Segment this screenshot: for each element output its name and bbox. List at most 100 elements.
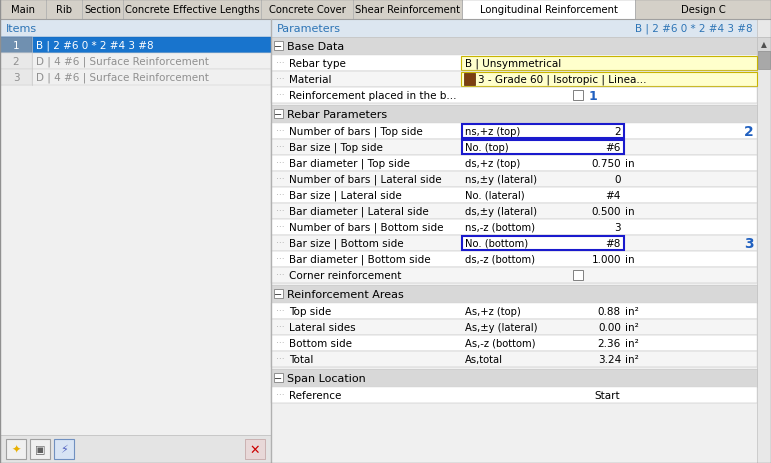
Text: 0: 0 <box>614 175 621 185</box>
Text: 2: 2 <box>12 57 19 67</box>
Text: 3: 3 <box>614 223 621 232</box>
Bar <box>353 0 462 20</box>
Bar <box>271 303 757 319</box>
Bar <box>274 110 283 119</box>
Text: ✕: ✕ <box>250 443 261 456</box>
Bar <box>758 52 770 70</box>
Bar <box>271 20 771 463</box>
Bar <box>271 156 757 172</box>
Text: Bottom side: Bottom side <box>289 338 352 348</box>
Text: Bar diameter | Bottom side: Bar diameter | Bottom side <box>289 254 431 265</box>
Bar <box>271 204 757 219</box>
Bar <box>271 56 757 72</box>
Bar <box>274 373 283 382</box>
Text: Concrete Effective Lengths: Concrete Effective Lengths <box>125 5 259 15</box>
Bar <box>271 369 757 387</box>
Text: #8: #8 <box>606 238 621 249</box>
Bar <box>271 124 757 140</box>
Text: ···: ··· <box>276 75 284 84</box>
Text: Bar diameter | Top side: Bar diameter | Top side <box>289 158 410 169</box>
Text: ···: ··· <box>276 271 284 280</box>
Bar <box>462 237 624 250</box>
Bar <box>271 285 757 303</box>
Bar <box>0 70 271 86</box>
Text: As,+z (top): As,+z (top) <box>465 307 520 316</box>
Bar <box>573 270 583 281</box>
Text: −: − <box>274 42 282 52</box>
Bar <box>0 38 32 54</box>
Text: ···: ··· <box>276 127 284 136</box>
Text: ···: ··· <box>276 159 284 168</box>
Text: in²: in² <box>625 354 638 364</box>
Text: 2: 2 <box>614 127 621 137</box>
Text: As,±y (lateral): As,±y (lateral) <box>465 322 537 332</box>
Text: #6: #6 <box>606 143 621 153</box>
Text: 0.500: 0.500 <box>591 206 621 217</box>
Bar <box>261 0 353 20</box>
Text: Bar diameter | Lateral side: Bar diameter | Lateral side <box>289 206 429 217</box>
Text: 1: 1 <box>12 41 19 51</box>
Text: 0.750: 0.750 <box>591 159 621 169</box>
Text: in: in <box>625 255 635 264</box>
Bar <box>464 74 475 86</box>
Text: ···: ··· <box>276 191 284 200</box>
Text: ns,-z (bottom): ns,-z (bottom) <box>465 223 535 232</box>
Text: Shear Reinforcement: Shear Reinforcement <box>355 5 460 15</box>
Text: in²: in² <box>625 338 638 348</box>
Text: Parameters: Parameters <box>277 24 341 34</box>
Bar <box>271 236 757 251</box>
Bar <box>635 0 771 20</box>
Text: ···: ··· <box>276 391 284 400</box>
Text: B | 2 #6 0 * 2 #4 3 #8: B | 2 #6 0 * 2 #4 3 #8 <box>36 41 153 51</box>
Text: ✦: ✦ <box>12 444 21 454</box>
Text: in²: in² <box>625 307 638 316</box>
Bar <box>271 20 771 38</box>
Text: Longitudinal Reinforcement: Longitudinal Reinforcement <box>480 5 618 15</box>
Bar <box>274 42 283 51</box>
Bar <box>462 141 624 155</box>
Text: in²: in² <box>625 322 638 332</box>
Bar <box>0 54 271 70</box>
Bar <box>271 172 757 188</box>
Bar <box>82 0 123 20</box>
Text: Main: Main <box>11 5 35 15</box>
Text: ···: ··· <box>276 223 284 232</box>
Text: 0.88: 0.88 <box>598 307 621 316</box>
Text: Section: Section <box>84 5 121 15</box>
Bar <box>245 439 265 459</box>
Bar <box>271 106 757 124</box>
Text: Material: Material <box>289 75 332 85</box>
Text: ···: ··· <box>276 143 284 152</box>
Text: in: in <box>625 159 635 169</box>
Text: No. (lateral): No. (lateral) <box>465 191 524 200</box>
Text: Items: Items <box>6 24 37 34</box>
Bar <box>462 0 635 20</box>
Text: B | 2 #6 0 * 2 #4 3 #8: B | 2 #6 0 * 2 #4 3 #8 <box>635 24 753 34</box>
Bar <box>0 54 32 70</box>
Text: ···: ··· <box>276 355 284 364</box>
Text: Top side: Top side <box>289 307 332 316</box>
Text: −: − <box>274 110 282 120</box>
Text: ▲: ▲ <box>761 40 767 50</box>
Text: ns,+z (top): ns,+z (top) <box>465 127 520 137</box>
Text: Rebar type: Rebar type <box>289 59 346 69</box>
Text: Total: Total <box>289 354 313 364</box>
Text: Number of bars | Top side: Number of bars | Top side <box>289 126 423 137</box>
Bar <box>0 70 32 86</box>
Text: Base Data: Base Data <box>287 42 344 52</box>
Text: ···: ··· <box>276 207 284 216</box>
Bar <box>271 335 757 351</box>
Bar <box>123 0 261 20</box>
Bar <box>461 57 757 71</box>
Text: Reinforcement placed in the b...: Reinforcement placed in the b... <box>289 91 456 101</box>
Text: ···: ··· <box>276 59 284 69</box>
Bar <box>461 73 757 87</box>
Bar <box>462 125 624 139</box>
Text: ⚡: ⚡ <box>60 444 68 454</box>
Text: ▣: ▣ <box>35 444 45 454</box>
Text: B | Unsymmetrical: B | Unsymmetrical <box>465 59 561 69</box>
Text: Bar size | Lateral side: Bar size | Lateral side <box>289 190 402 201</box>
Bar <box>0 0 771 20</box>
Text: Number of bars | Lateral side: Number of bars | Lateral side <box>289 175 442 185</box>
Bar <box>757 38 771 52</box>
